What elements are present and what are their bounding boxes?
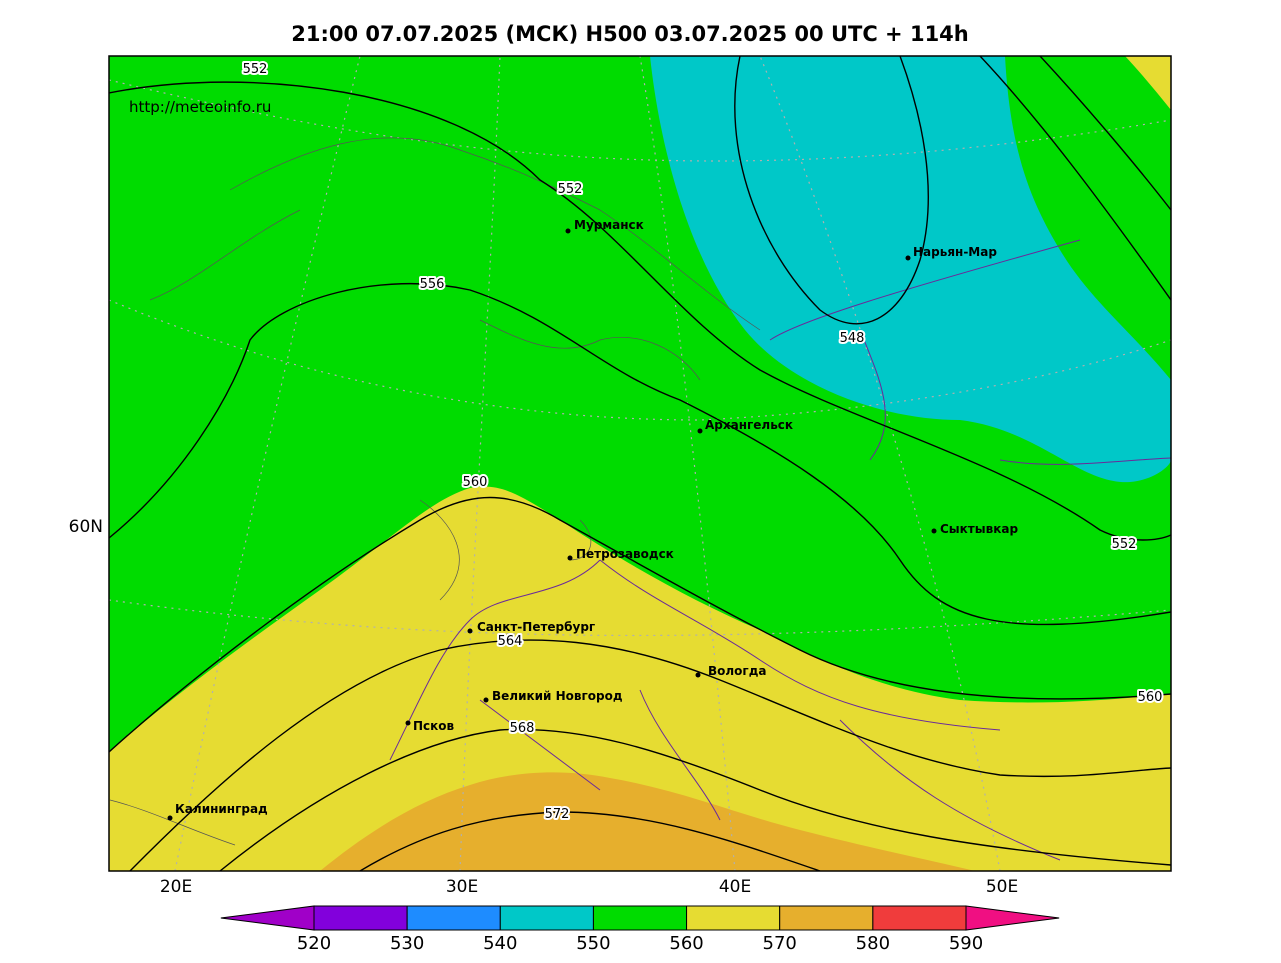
colorbar-label: 560 — [669, 933, 703, 954]
contour-label: 556 — [420, 277, 445, 292]
map — [109, 56, 1171, 871]
colorbar-label: 570 — [763, 933, 797, 954]
colorbar-segment — [313, 905, 408, 931]
fill-560-570 — [1125, 56, 1171, 110]
colorbar-label: 530 — [390, 933, 424, 954]
graticule — [109, 56, 1171, 871]
colorbar-segment — [592, 905, 688, 931]
colorbar-extend-high — [965, 905, 1060, 931]
colorbar-label: 590 — [949, 933, 983, 954]
city-label: Сыктывкар — [940, 522, 1018, 536]
colorbar-label: 580 — [856, 933, 890, 954]
city-label: Вологда — [708, 664, 766, 678]
city-label: Мурманск — [574, 218, 644, 232]
map-frame — [108, 55, 1172, 872]
lon-label: 50E — [986, 877, 1018, 897]
fill-540-550 — [650, 56, 1171, 483]
colorbar: 520 530 540 550 560 570 580 590 — [220, 905, 1060, 954]
city-label: Петрозаводск — [576, 547, 674, 561]
contour-564 — [129, 639, 1171, 871]
lon-label: 20E — [160, 877, 192, 897]
colorbar-label: 550 — [576, 933, 610, 954]
contour-label: 572 — [545, 807, 570, 822]
contour-label: 552 — [243, 62, 268, 77]
fill-570-580 — [320, 772, 975, 871]
contour-label: 560 — [1138, 690, 1163, 705]
city-label: Псков — [413, 719, 455, 733]
contour-label: 568 — [510, 721, 535, 736]
cities: Мурманск Нарьян-Мар Архангельск Сыктывка… — [167, 218, 1018, 821]
city-label: Великий Новгород — [492, 689, 623, 703]
contour-548 — [734, 56, 929, 325]
contour-label: 564 — [498, 634, 523, 649]
fill-560-570 — [109, 486, 1171, 871]
city-label: Нарьян-Мар — [913, 245, 997, 259]
lon-label: 30E — [446, 877, 478, 897]
contour-556 — [109, 283, 1171, 626]
contour-label: 552 — [558, 182, 583, 197]
city-label: Архангельск — [705, 418, 793, 432]
colorbar-segment — [406, 905, 501, 931]
contour-568 — [219, 728, 1171, 871]
colorbar-segment — [872, 905, 967, 931]
contour-552 — [109, 81, 1171, 541]
lon-label: 40E — [719, 877, 751, 897]
coastline — [109, 137, 761, 846]
colorbar-extend-low — [220, 905, 315, 931]
colorbar-segment — [779, 905, 874, 931]
url: http://meteoinfo.ru — [129, 98, 271, 116]
contour-labels: 552 552 556 548 560 552 564 560 568 572 — [241, 60, 1165, 824]
contour-label: 548 — [840, 331, 865, 346]
colorbar-label: 540 — [483, 933, 517, 954]
colorbar-label: 520 — [297, 933, 331, 954]
contour-560 — [109, 496, 1171, 753]
contour-label: 560 — [463, 475, 488, 490]
colorbar-segment — [499, 905, 594, 931]
contour-label: 552 — [1112, 537, 1137, 552]
contour-544 — [979, 56, 1171, 301]
city-label: Калининград — [175, 802, 268, 816]
lat-label: 60N — [69, 517, 103, 537]
colorbar-segment — [686, 905, 781, 931]
city-label: Санкт-Петербург — [477, 620, 595, 634]
contour-572 — [359, 811, 821, 871]
title: 21:00 07.07.2025 (МСК) H500 03.07.2025 0… — [291, 22, 969, 46]
admin-border — [389, 239, 1171, 861]
